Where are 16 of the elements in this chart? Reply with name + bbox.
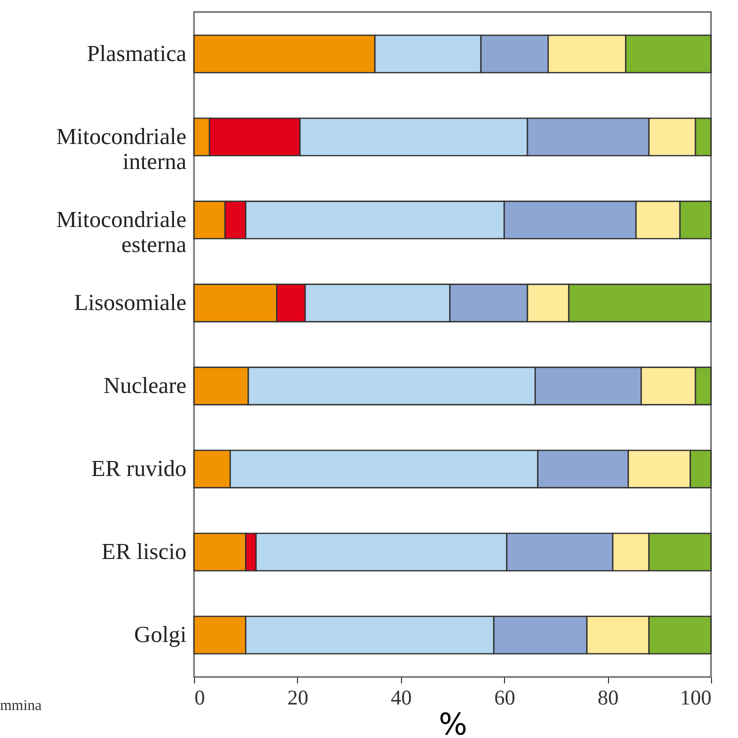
y-tick-label: ER ruvido bbox=[91, 456, 186, 482]
x-tick-label: 20 bbox=[287, 686, 308, 710]
y-tick-label: Mitocondriale esterna bbox=[56, 206, 186, 257]
y-tick-label: Plasmatica bbox=[86, 40, 186, 66]
y-tick-label: Lisosomiale bbox=[74, 290, 186, 315]
x-tick-label: 100 bbox=[680, 686, 712, 710]
x-tick-label: 0 bbox=[194, 686, 205, 710]
x-tick-label: 40 bbox=[390, 686, 412, 710]
text: mmina bbox=[0, 698, 42, 715]
y-tick-label: ER liscio bbox=[102, 539, 186, 564]
x-axis-title: % bbox=[438, 708, 468, 738]
y-tick-label: Nucleare bbox=[104, 373, 186, 398]
x-tick-label: 80 bbox=[598, 686, 619, 710]
y-tick-label: Mitocondriale interna bbox=[56, 124, 186, 174]
y-tick-label: Golgi bbox=[134, 622, 186, 648]
x-tick-label: 60 bbox=[494, 686, 516, 710]
